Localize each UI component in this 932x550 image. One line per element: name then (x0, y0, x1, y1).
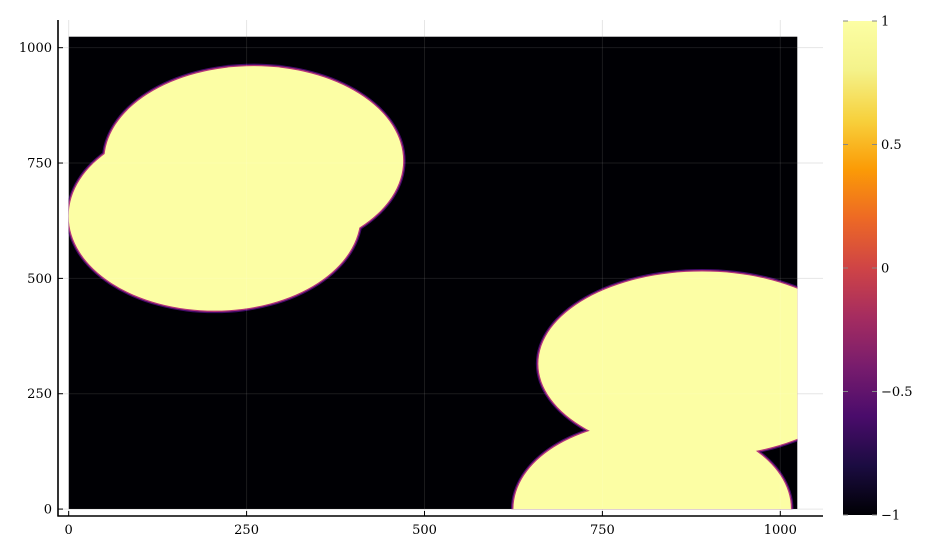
colorbar-tick-label: 1 (881, 15, 889, 30)
y-tick-label: 250 (27, 387, 52, 402)
colorbar-tick-label: −0.5 (881, 385, 913, 400)
heatmap-image (68, 36, 798, 510)
y-tick-label: 750 (27, 157, 52, 172)
colorbar-tick-label: 0.5 (881, 138, 902, 153)
colorbar-gradient (843, 21, 877, 515)
x-tick-label: 500 (412, 523, 437, 538)
x-tick-label: 0 (65, 523, 73, 538)
x-tick-label: 750 (590, 523, 615, 538)
tick-labels: 0 250 500 750 1000 0 250 500 750 1000 (19, 41, 797, 538)
blob (513, 421, 791, 510)
blob (538, 271, 798, 456)
colorbar: −1 −0.5 0 0.5 1 (843, 15, 913, 524)
blob (68, 121, 361, 311)
y-tick-label: 0 (44, 503, 52, 518)
colorbar-tick-label: 0 (881, 262, 889, 277)
y-tick-label: 500 (27, 272, 52, 287)
axes (57, 20, 823, 517)
x-tick-label: 250 (234, 523, 259, 538)
grid-lines-overlay (68, 36, 798, 510)
y-tick-label: 1000 (19, 41, 52, 56)
colorbar-tick-label: −1 (881, 509, 900, 524)
x-tick-label: 1000 (764, 523, 797, 538)
